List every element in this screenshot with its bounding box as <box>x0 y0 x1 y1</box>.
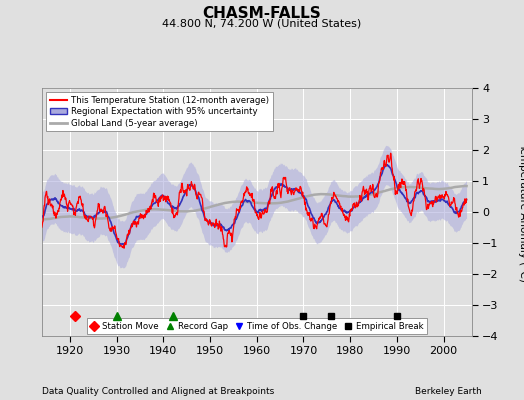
Text: 44.800 N, 74.200 W (United States): 44.800 N, 74.200 W (United States) <box>162 18 362 28</box>
Y-axis label: Temperature Anomaly (°C): Temperature Anomaly (°C) <box>518 142 524 282</box>
Text: Berkeley Earth: Berkeley Earth <box>416 387 482 396</box>
Legend: Station Move, Record Gap, Time of Obs. Change, Empirical Break: Station Move, Record Gap, Time of Obs. C… <box>86 318 427 334</box>
Text: Data Quality Controlled and Aligned at Breakpoints: Data Quality Controlled and Aligned at B… <box>42 387 274 396</box>
Text: CHASM-FALLS: CHASM-FALLS <box>203 6 321 21</box>
